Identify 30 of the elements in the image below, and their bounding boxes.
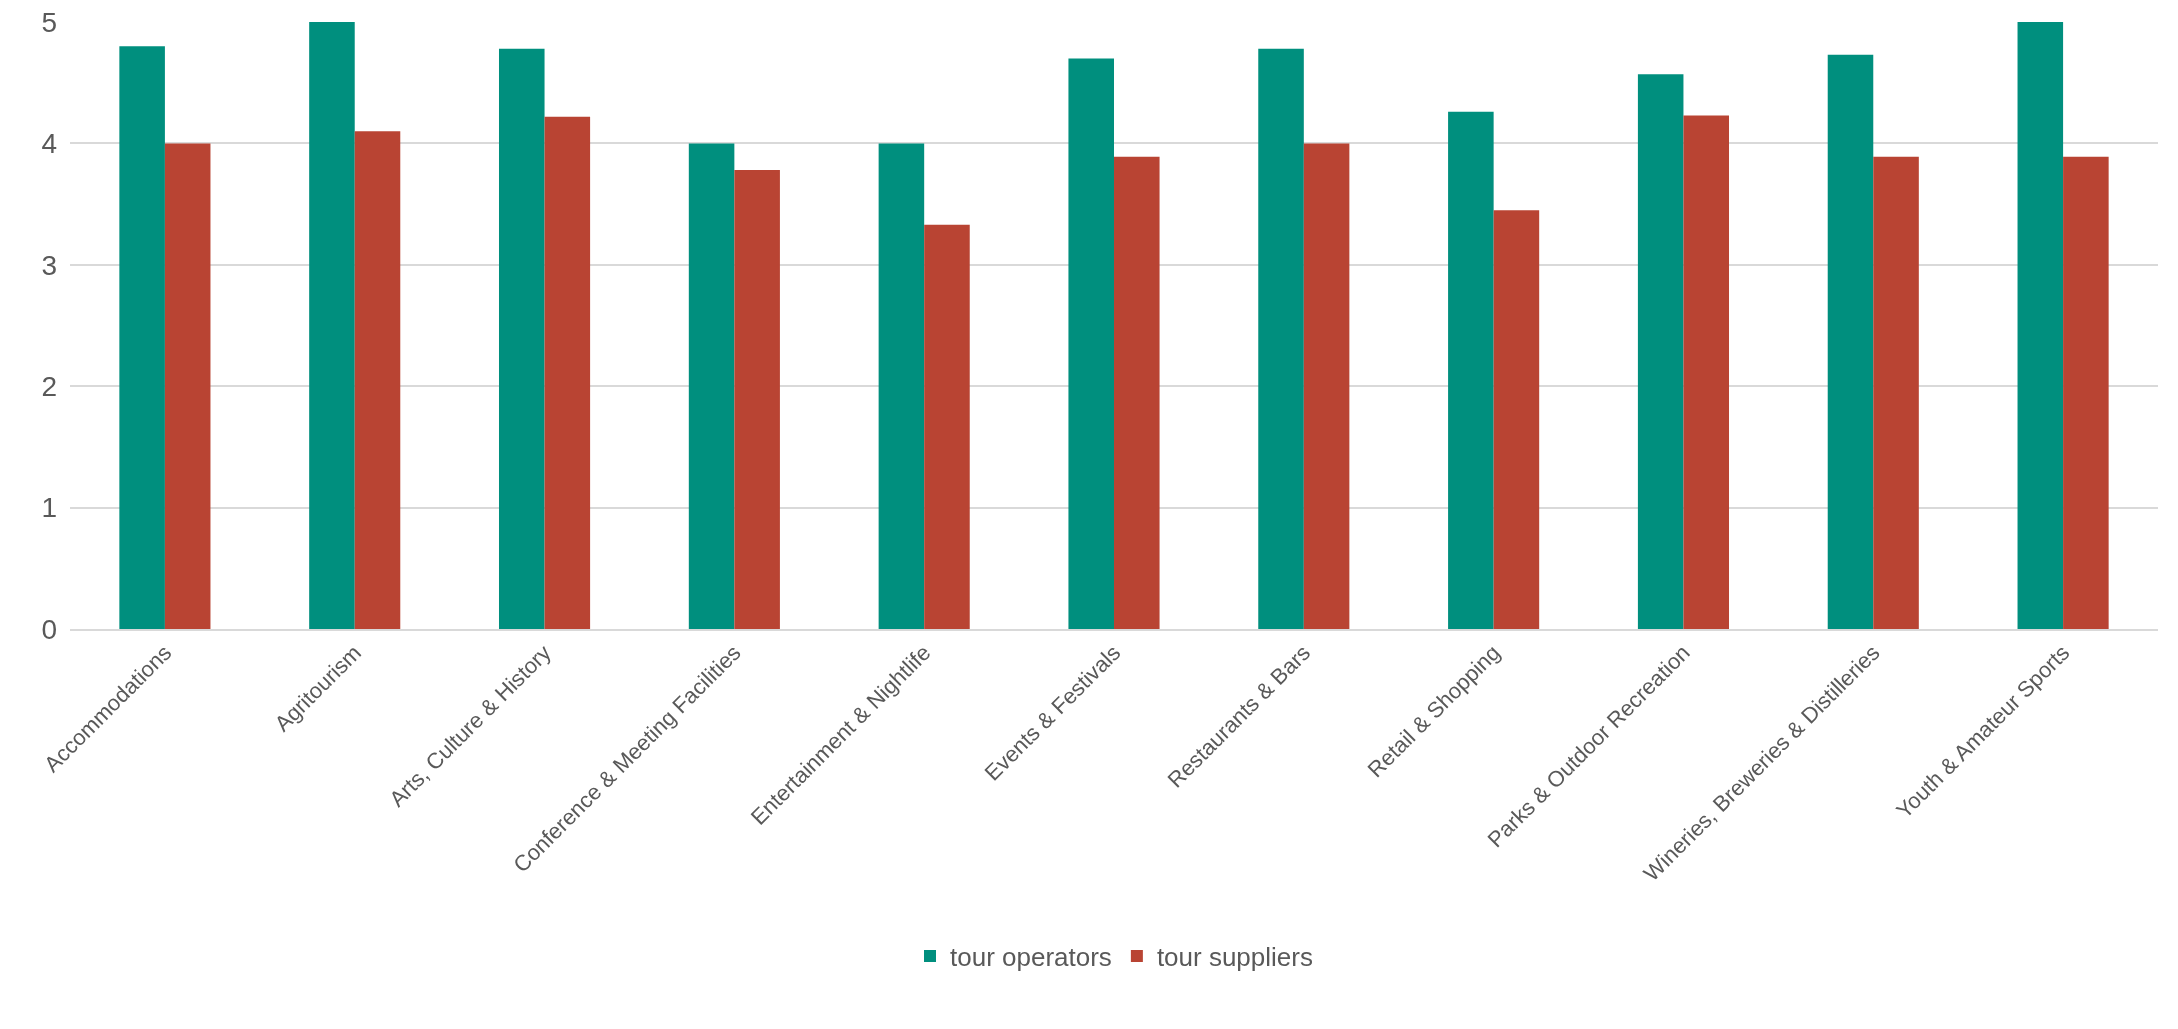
bar (119, 46, 165, 629)
bar (1493, 210, 1540, 629)
y-tick-label: 1 (41, 492, 57, 524)
bar (544, 116, 591, 629)
bar (688, 143, 735, 629)
bar (2063, 156, 2109, 629)
y-tick-label: 3 (41, 249, 57, 281)
legend-label: tour suppliers (1156, 942, 1313, 973)
bar (1873, 156, 1919, 629)
bar (878, 143, 925, 629)
y-tick-label: 2 (41, 371, 57, 402)
y-tick-label: 4 (41, 128, 57, 160)
legend-label: tour operators (950, 942, 1112, 973)
bar (924, 224, 970, 629)
bar (309, 22, 355, 629)
bar (1448, 111, 1494, 629)
y-tick-label: 0 (41, 613, 57, 645)
bar (2017, 22, 2064, 629)
bar (1303, 143, 1350, 629)
bar (1827, 54, 1874, 629)
y-tick-label: 5 (41, 6, 57, 38)
bar (1637, 74, 1684, 629)
bar (1258, 48, 1304, 629)
bar (1683, 115, 1730, 629)
bar (734, 170, 780, 629)
bar (1114, 156, 1160, 629)
bar (164, 143, 211, 629)
bar (354, 131, 401, 629)
bar (1068, 58, 1114, 629)
bar (498, 48, 545, 629)
